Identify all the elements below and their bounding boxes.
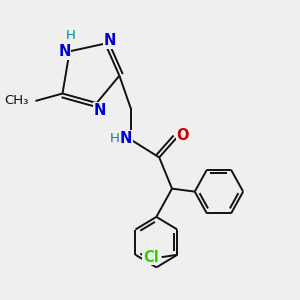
Text: N: N — [119, 130, 132, 146]
Text: N: N — [93, 103, 106, 118]
Text: H: H — [66, 29, 76, 42]
Text: O: O — [176, 128, 189, 143]
Text: N: N — [104, 33, 116, 48]
Text: CH₃: CH₃ — [4, 94, 28, 107]
Text: Cl: Cl — [143, 250, 159, 265]
Text: N: N — [58, 44, 71, 59]
Text: H: H — [110, 132, 120, 145]
